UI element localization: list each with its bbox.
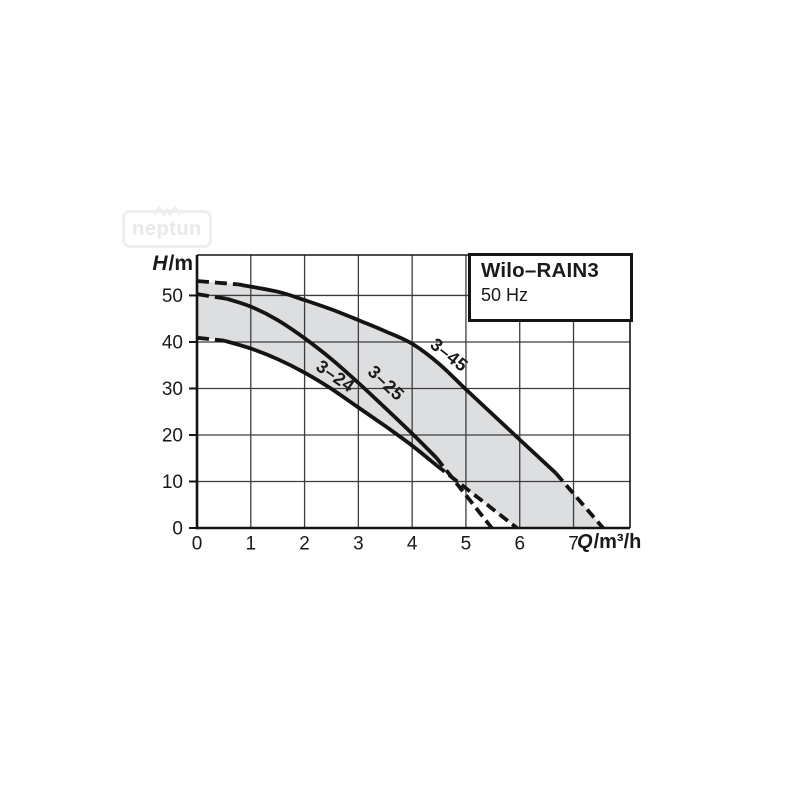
x-tick-label: 4 — [407, 534, 418, 555]
y-axis-title: H/m — [108, 252, 193, 276]
x-tick-label: 3 — [353, 534, 364, 555]
y-axis-unit: /m — [168, 252, 193, 275]
x-tick-label: 5 — [461, 534, 472, 555]
operating-band — [197, 281, 604, 528]
y-axis-variable: H — [152, 252, 168, 275]
x-tick-label: 2 — [299, 534, 310, 555]
curve-3–24 — [223, 338, 438, 467]
curve-3–45-dash-start — [196, 279, 238, 287]
y-tick-label: 10 — [162, 472, 183, 493]
curve-3–45 — [236, 282, 558, 475]
curve-3–25 — [226, 296, 438, 460]
watermark-text: neptun — [132, 217, 202, 240]
crown-icon — [153, 205, 181, 216]
x-axis-variable: Q — [577, 531, 593, 553]
x-axis-unit: /m³/h — [593, 531, 642, 553]
x-tick-label: 6 — [514, 534, 525, 555]
chart-title: Wilo–RAIN3 — [481, 259, 599, 282]
chart-title-box: Wilo–RAIN3 50 Hz — [468, 253, 633, 322]
y-tick-label: 0 — [172, 519, 183, 540]
y-tick-label: 40 — [162, 332, 183, 353]
y-tick-label: 30 — [162, 379, 183, 400]
x-tick-label: 0 — [192, 534, 203, 555]
curve-3–25-dash-start — [196, 292, 227, 301]
chart-frequency: 50 Hz — [481, 284, 529, 305]
x-axis-title: Q/m³/h — [577, 531, 641, 554]
curve-3–45-dash-end — [554, 471, 605, 530]
y-tick-label: 50 — [162, 286, 183, 307]
x-tick-label: 7 — [568, 534, 579, 555]
x-tick-label: 1 — [245, 534, 256, 555]
y-tick-label: 20 — [162, 425, 183, 446]
curve-3–24-dash-start — [196, 335, 225, 343]
watermark: neptun — [122, 205, 212, 248]
